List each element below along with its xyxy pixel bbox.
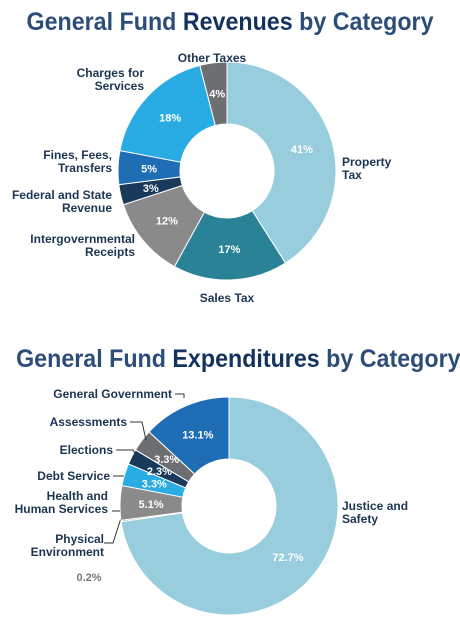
revenues-title-prefix: General Fund bbox=[26, 8, 183, 36]
expenditure-category-label-general-government: General Government bbox=[53, 387, 172, 401]
expenditure-category-label-debt-service: Debt Service bbox=[37, 469, 110, 483]
expenditures-title-suffix: by Category bbox=[319, 345, 460, 373]
expenditure-category-label-physical-environment: Physical Environment bbox=[31, 532, 104, 559]
expenditure-value-label-health-and-human-services: 5.1% bbox=[138, 499, 163, 511]
revenue-category-label-federal-and-state-revenue: Federal and State Revenue bbox=[12, 188, 112, 215]
expenditure-slice-general-government bbox=[148, 396, 230, 475]
revenue-category-label-sales-tax: Sales Tax bbox=[200, 291, 255, 305]
revenue-slice-other-taxes bbox=[199, 61, 228, 127]
revenue-slice-sales-tax bbox=[173, 209, 287, 281]
revenue-value-label-federal-and-state-revenue: 3% bbox=[143, 183, 159, 195]
expenditure-category-label-elections: Elections bbox=[60, 443, 114, 457]
expenditure-slice-justice-and-safety bbox=[120, 396, 339, 616]
expenditure-category-label-health-and-human-services: Health and Human Services bbox=[15, 489, 109, 516]
revenue-category-label-charges-for-services: Charges for Services bbox=[77, 66, 145, 93]
expenditure-value-label-justice-and-safety: 72.7% bbox=[272, 552, 303, 564]
expenditure-category-label-justice-and-safety: Justice and Safety bbox=[342, 499, 408, 526]
expenditure-value-label-assessments: 3.3% bbox=[154, 454, 179, 466]
expenditure-value-label-physical-environment: 0.2% bbox=[76, 572, 101, 584]
expenditure-value-label-general-government: 13.1% bbox=[182, 430, 213, 442]
expenditure-category-label-assessments: Assessments bbox=[50, 415, 128, 429]
revenue-category-label-fines-fees-transfers: Fines, Fees, Transfers bbox=[43, 148, 112, 175]
expenditure-leader-line-elections bbox=[116, 449, 138, 458]
revenues-title-emphasis: Revenues bbox=[182, 8, 293, 36]
revenue-category-label-intergovernmental-receipts: Intergovernmental Receipts bbox=[30, 232, 135, 259]
revenue-value-label-sales-tax: 17% bbox=[218, 244, 240, 256]
expenditure-leader-line-physical-environment bbox=[104, 514, 123, 544]
expenditures-title-emphasis: Expenditures bbox=[172, 345, 320, 373]
expenditure-leader-line-general-government bbox=[175, 393, 185, 398]
revenue-category-label-other-taxes: Other Taxes bbox=[178, 51, 247, 65]
revenues-chart-title: General Fund Revenues by Category bbox=[16, 8, 444, 37]
expenditures-title-prefix: General Fund bbox=[16, 345, 173, 373]
revenue-category-label-property-tax: Property Tax bbox=[342, 155, 392, 182]
revenue-slice-property-tax bbox=[226, 61, 337, 264]
revenue-value-label-property-tax: 41% bbox=[291, 144, 313, 156]
expenditure-value-label-debt-service: 3.3% bbox=[142, 479, 167, 491]
revenue-value-label-intergovernmental-receipts: 12% bbox=[156, 216, 178, 228]
expenditures-chart-title: General Fund Expenditures by Category bbox=[16, 345, 460, 374]
revenue-slice-charges-for-services bbox=[119, 64, 216, 163]
expenditure-donut-chart: 72.7% Justice and Safety 0.2% Physical Enviro… bbox=[15, 387, 408, 616]
revenues-title-suffix: by Category bbox=[292, 8, 434, 36]
revenue-donut-chart: 41% Property Tax 17% Sales Tax 12% Intergovern… bbox=[12, 51, 392, 305]
expenditure-value-label-elections: 2.3% bbox=[147, 466, 172, 478]
revenue-value-label-other-taxes: 4% bbox=[209, 89, 225, 101]
expenditure-leader-line-assessments bbox=[130, 421, 147, 441]
revenue-value-label-charges-for-services: 18% bbox=[159, 113, 181, 125]
revenue-value-label-fines-fees-transfers: 5% bbox=[141, 164, 157, 176]
